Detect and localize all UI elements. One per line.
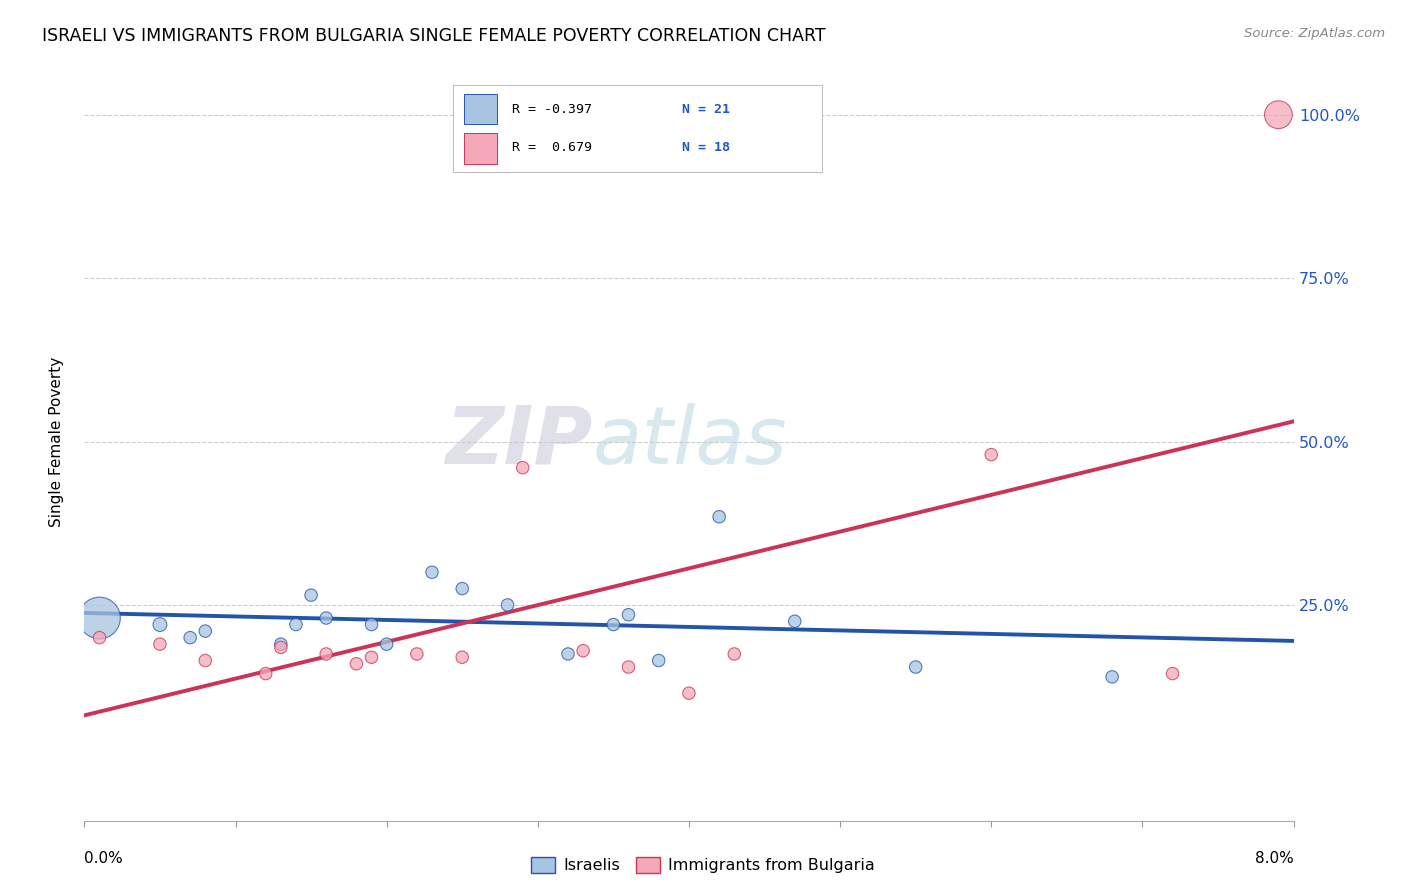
Text: ZIP: ZIP — [444, 402, 592, 481]
Point — [617, 607, 640, 622]
Point — [346, 657, 368, 671]
Text: atlas: atlas — [592, 402, 787, 481]
Y-axis label: Single Female Poverty: Single Female Poverty — [49, 357, 63, 526]
Point — [299, 588, 322, 602]
Point — [723, 647, 745, 661]
Text: 0.0%: 0.0% — [84, 851, 124, 866]
Text: 8.0%: 8.0% — [1254, 851, 1294, 866]
Point — [904, 660, 927, 674]
Point — [557, 647, 579, 661]
Point — [194, 624, 217, 639]
Point — [572, 643, 595, 657]
Point — [270, 637, 292, 651]
Text: Source: ZipAtlas.com: Source: ZipAtlas.com — [1244, 27, 1385, 40]
Point — [254, 666, 277, 681]
Point — [89, 611, 111, 625]
Point — [496, 598, 519, 612]
Point — [980, 448, 1002, 462]
Point — [360, 650, 382, 665]
Point — [783, 615, 806, 629]
Point — [709, 509, 731, 524]
Legend: Israelis, Immigrants from Bulgaria: Israelis, Immigrants from Bulgaria — [524, 850, 882, 880]
Point — [420, 566, 443, 580]
Point — [179, 631, 201, 645]
Point — [149, 637, 172, 651]
Point — [375, 637, 398, 651]
Point — [270, 640, 292, 655]
Point — [1161, 666, 1184, 681]
Text: ISRAELI VS IMMIGRANTS FROM BULGARIA SINGLE FEMALE POVERTY CORRELATION CHART: ISRAELI VS IMMIGRANTS FROM BULGARIA SING… — [42, 27, 825, 45]
Point — [406, 647, 429, 661]
Point — [1101, 670, 1123, 684]
Point — [315, 647, 337, 661]
Point — [617, 660, 640, 674]
Point — [89, 631, 111, 645]
Point — [648, 653, 671, 667]
Point — [512, 460, 534, 475]
Point — [602, 617, 624, 632]
Point — [451, 650, 474, 665]
Point — [149, 617, 172, 632]
Point — [360, 617, 382, 632]
Point — [315, 611, 337, 625]
Point — [285, 617, 308, 632]
Point — [1267, 108, 1289, 122]
Point — [194, 653, 217, 667]
Point — [451, 582, 474, 596]
Point — [678, 686, 700, 700]
